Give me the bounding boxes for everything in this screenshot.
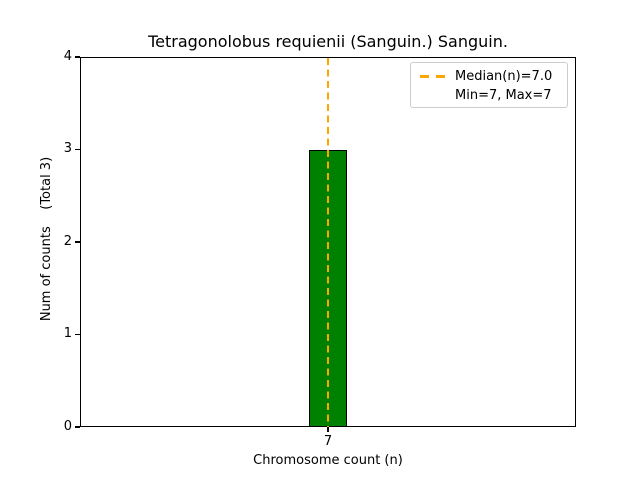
legend-entry-median: Median(n)=7.0: [420, 67, 558, 86]
y-tick-label: 3: [63, 141, 72, 156]
y-tick-mark: [75, 56, 80, 58]
x-tick-mark: [327, 427, 329, 432]
y-tick-mark: [75, 148, 80, 151]
y-tick-mark: [75, 241, 80, 243]
legend-entry-label: Min=7, Max=7: [455, 88, 552, 103]
y-tick-mark: [75, 426, 80, 428]
y-tick-label: 0: [63, 419, 72, 434]
median-line: [326, 58, 330, 427]
orange-dashed-line-icon: [420, 75, 445, 78]
y-tick-label: 2: [63, 234, 72, 249]
y-tick-mark: [75, 333, 80, 336]
legend-empty-sample: [420, 94, 445, 97]
y-tick-label: 4: [63, 49, 72, 64]
x-axis-label: Chromosome count (n): [253, 453, 403, 468]
chart-title: Tetragonolobus requienii (Sanguin.) Sang…: [148, 32, 508, 51]
legend-entry-minmax: Min=7, Max=7: [420, 86, 558, 105]
legend: Median(n)=7.0 Min=7, Max=7: [410, 62, 568, 108]
y-tick-label: 1: [63, 326, 72, 341]
legend-entry-label: Median(n)=7.0: [455, 69, 553, 84]
x-tick-label: 7: [323, 434, 333, 449]
